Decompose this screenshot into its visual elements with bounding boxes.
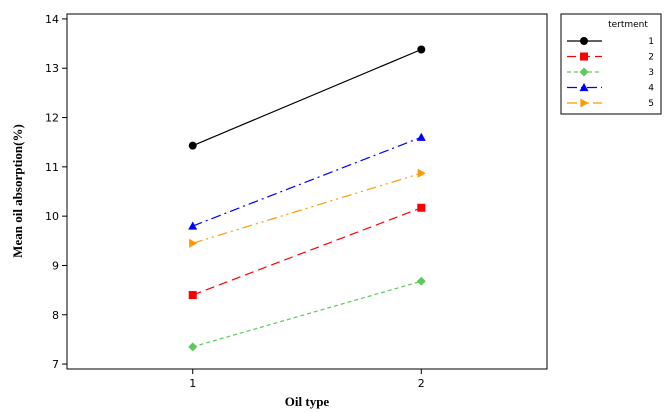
y-tick-label: 7: [52, 358, 59, 371]
series-4-point: [188, 221, 198, 230]
series-1: [188, 45, 426, 150]
legend-label-5: 5: [648, 99, 654, 109]
y-tick-label: 8: [52, 309, 59, 322]
series-3-line: [192, 280, 422, 348]
series-1-line: [192, 48, 422, 147]
series-5: [189, 168, 426, 248]
y-tick-label: 9: [52, 259, 59, 272]
series-4: [188, 132, 426, 230]
series-5-point: [189, 238, 198, 248]
series-2: [188, 203, 426, 300]
legend-label-2: 2: [648, 53, 654, 63]
y-tick-label: 12: [45, 112, 59, 125]
y-tick-label: 10: [45, 210, 59, 223]
legend-marker-2: [580, 52, 588, 61]
series-3-point: [416, 276, 426, 286]
legend-marker-1: [580, 37, 588, 45]
x-axis-title: Oil type: [285, 394, 330, 409]
series-2-line: [192, 207, 422, 296]
y-tick-label: 14: [45, 13, 59, 26]
y-axis-title: Mean oil absorption(%): [10, 124, 25, 258]
legend-marker-4: [579, 83, 589, 92]
legend-label-3: 3: [648, 68, 654, 78]
legend-label-1: 1: [648, 37, 654, 47]
legend-marker-5: [580, 98, 589, 108]
series-4-line: [192, 136, 422, 227]
series-5-point: [417, 168, 426, 178]
y-tick-label: 13: [45, 62, 59, 75]
series-layer: [188, 45, 426, 352]
legend-marker-3: [579, 67, 589, 77]
x-tick-label: 2: [418, 377, 425, 390]
legend-frame: [560, 13, 662, 115]
series-3: [188, 276, 426, 352]
series-2-point: [188, 291, 197, 300]
legend-title: tertment: [608, 20, 648, 30]
series-2-point: [417, 203, 426, 212]
series-1-point: [188, 141, 197, 150]
legend-label-4: 4: [648, 84, 654, 94]
plot-area-frame: [66, 13, 548, 370]
x-tick-label: 1: [189, 377, 196, 390]
y-tick-label: 11: [45, 161, 59, 174]
series-1-point: [417, 45, 426, 54]
series-5-line: [192, 172, 422, 244]
legend: tertment 1 2 3 4 5: [560, 13, 662, 115]
series-3-point: [188, 342, 198, 352]
y-axis: 7 8 9 10 11 12 13 14: [45, 13, 67, 371]
series-4-point: [416, 132, 426, 141]
